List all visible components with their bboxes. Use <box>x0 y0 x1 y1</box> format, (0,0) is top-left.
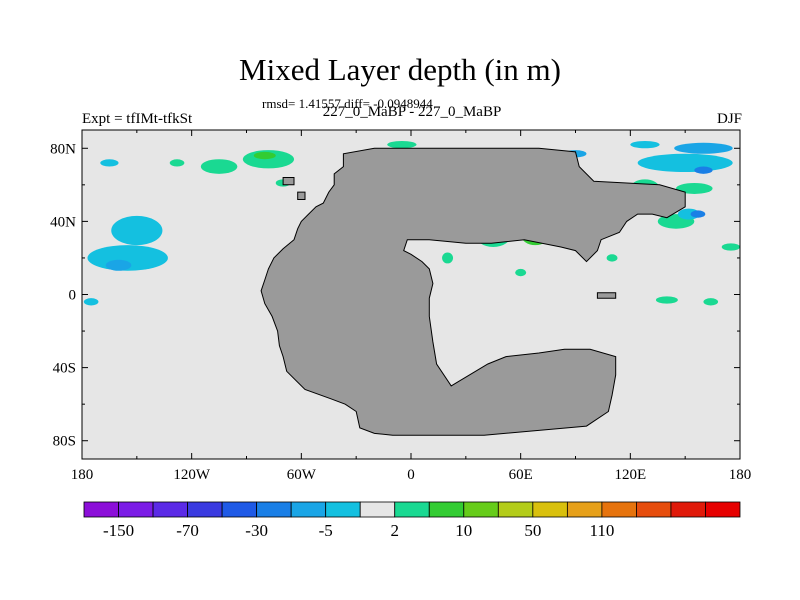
stats-text: rmsd= 1.41557 diff= -0.0948944 <box>262 96 433 111</box>
anomaly-patch <box>100 159 119 167</box>
colorbar-swatch <box>256 501 292 518</box>
colorbar-swatch <box>394 501 430 518</box>
anomaly-patch <box>630 140 660 149</box>
colorbar-swatch <box>428 501 465 518</box>
anomaly-patch <box>694 166 713 174</box>
anomaly-patch <box>111 215 163 246</box>
y-tick-label: 80S <box>53 434 76 450</box>
colorbar-swatch <box>118 501 154 518</box>
colorbar-swatch <box>359 501 396 518</box>
anomaly-patch <box>721 243 740 251</box>
anomaly-patch <box>105 259 132 271</box>
colorbar-label: -30 <box>245 521 268 540</box>
x-tick-label: 180 <box>729 467 752 483</box>
x-tick-label: 120E <box>614 467 646 483</box>
colorbar-swatch <box>221 501 258 518</box>
colorbar-swatch <box>566 501 603 518</box>
colorbar-swatch <box>290 501 327 518</box>
season-label: DJF <box>716 111 742 127</box>
anomaly-patch <box>253 151 276 160</box>
colorbar-swatch <box>601 501 637 518</box>
anomaly-patch <box>703 298 719 306</box>
y-axis: 80N 40N 0 40S 80S <box>50 141 740 450</box>
colorbar-label: 110 <box>589 521 614 540</box>
anomaly-patch <box>442 252 454 264</box>
colorbar-swatch <box>705 501 741 518</box>
colorbar-label: -5 <box>319 521 333 540</box>
x-tick-label: 120W <box>173 467 211 483</box>
colorbar-label: -70 <box>176 521 199 540</box>
colorbar-label: 10 <box>455 521 472 540</box>
x-tick-label: 60E <box>509 467 533 483</box>
land-island <box>596 292 617 299</box>
anomaly-patch <box>674 142 733 154</box>
colorbar-swatch <box>152 501 188 518</box>
colorbar: -150 -70 -30 -5 2 10 50 110 <box>83 501 741 540</box>
period-label: 227_0_MaBP - 227_0_MaBP <box>322 104 502 120</box>
x-tick-label: 0 <box>407 467 415 483</box>
land-mass <box>260 147 686 436</box>
colorbar-swatch <box>187 501 223 518</box>
y-tick-label: 80N <box>50 141 76 157</box>
chart-title: Mixed Layer depth (in m) <box>239 52 561 87</box>
y-tick-label: 0 <box>69 288 77 304</box>
colorbar-label: 2 <box>390 521 399 540</box>
anomaly-patch <box>169 159 185 167</box>
colorbar-swatch <box>83 501 119 518</box>
colorbar-label: -150 <box>103 521 134 540</box>
anomaly-patch <box>83 298 99 306</box>
colorbar-swatch <box>497 501 534 518</box>
colorbar-swatch <box>670 501 706 518</box>
x-axis: 180 120W 60W 0 60E 120E 180 <box>71 130 752 483</box>
experiment-label: Expt = tfIMt-tfkSt <box>82 111 193 127</box>
anomaly-patch <box>200 159 238 174</box>
colorbar-label: 50 <box>524 521 541 540</box>
land-island <box>282 177 295 186</box>
anomaly-patch <box>637 153 733 173</box>
colorbar-swatch <box>636 501 672 518</box>
anomaly-patch <box>387 140 417 149</box>
anomaly-patch <box>606 254 618 262</box>
x-tick-label: 180 <box>71 467 94 483</box>
anomaly-patch <box>515 268 527 277</box>
y-tick-label: 40S <box>53 361 76 377</box>
x-tick-label: 60W <box>287 467 317 483</box>
colorbar-swatch <box>325 501 361 518</box>
colorbar-swatch <box>532 501 568 518</box>
land-layer <box>260 147 686 436</box>
anomaly-patch <box>690 210 706 218</box>
y-tick-label: 40N <box>50 214 76 230</box>
anomaly-patch <box>655 296 678 304</box>
anomaly-patch <box>676 183 713 194</box>
colorbar-swatch <box>463 501 499 518</box>
land-island <box>297 191 306 200</box>
